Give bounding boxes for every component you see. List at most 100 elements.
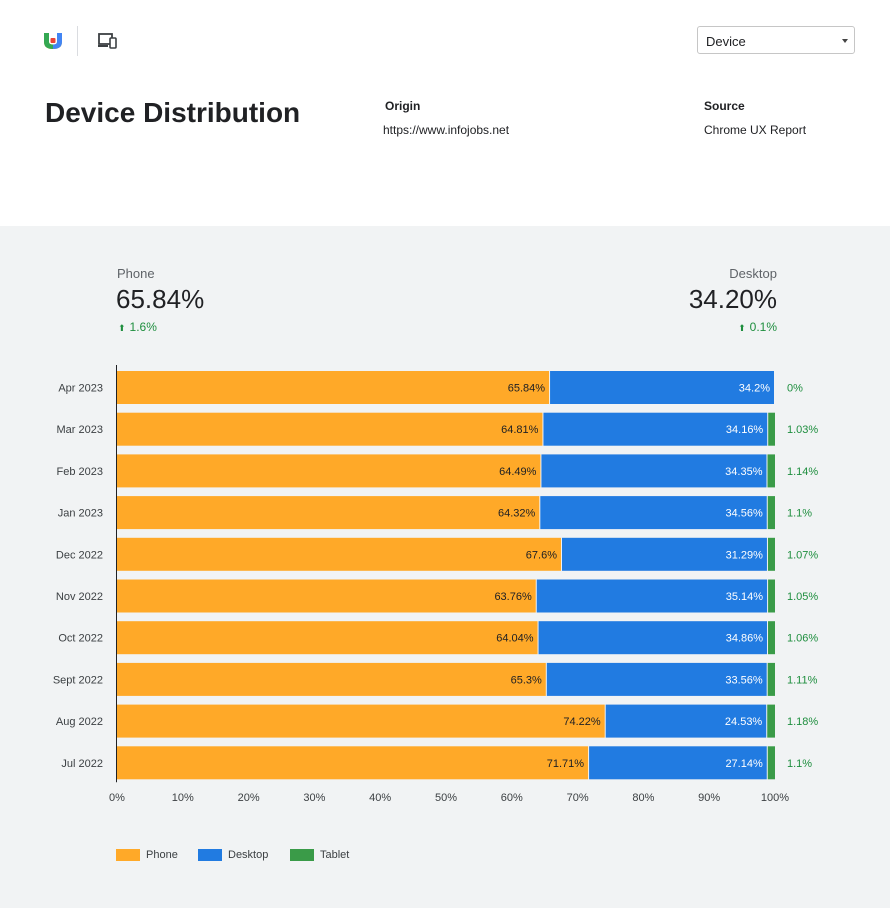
report-type-select-value: Device	[706, 34, 746, 49]
bar-segment-phone	[117, 704, 605, 738]
data-label-desktop: 24.53%	[725, 716, 763, 728]
x-tick-label: 90%	[698, 792, 720, 804]
data-label-tablet: 1.1%	[787, 508, 812, 520]
y-tick-label: Jul 2022	[61, 758, 103, 770]
legend-swatch-desktop	[198, 849, 222, 861]
bar-segment-desktop	[605, 704, 767, 738]
data-label-phone: 65.84%	[508, 383, 546, 395]
y-tick-label: Sept 2022	[53, 674, 103, 686]
bar-segment-desktop	[538, 621, 768, 655]
bar-segment-desktop	[540, 496, 767, 530]
y-tick-label: Oct 2022	[58, 633, 103, 645]
data-label-phone: 65.3%	[511, 674, 542, 686]
origin-value: https://www.infojobs.net	[383, 123, 510, 137]
y-tick-label: Feb 2023	[57, 466, 103, 478]
data-label-tablet: 1.1%	[787, 758, 812, 770]
bar-segment-desktop	[561, 537, 767, 571]
arrow-up-icon: ⬆	[738, 323, 746, 333]
data-label-desktop: 34.35%	[725, 466, 763, 478]
data-label-phone: 63.76%	[494, 591, 532, 603]
bar-segment-desktop	[546, 662, 767, 696]
data-label-desktop: 31.29%	[726, 549, 764, 561]
phone-stat-value: 65.84%	[116, 284, 205, 314]
legend-swatch-tablet	[290, 849, 314, 861]
data-label-tablet: 1.14%	[787, 466, 818, 478]
data-label-desktop: 34.86%	[726, 633, 764, 645]
phone-stat-change-value: 1.6%	[129, 320, 157, 334]
bar-segment-tablet	[767, 704, 775, 738]
app-logo-icon	[44, 33, 62, 49]
legend-item-phone[interactable]: Phone	[116, 847, 178, 863]
legend-label-tablet: Tablet	[320, 849, 350, 861]
bar-segment-tablet	[767, 662, 775, 696]
y-tick-label: Aug 2022	[56, 716, 103, 728]
x-tick-label: 30%	[303, 792, 325, 804]
chevron-down-icon	[842, 39, 848, 43]
bar-segment-desktop	[536, 579, 768, 613]
source-value: Chrome UX Report	[704, 123, 807, 137]
origin-label: Origin	[385, 99, 421, 113]
bar-segment-phone	[117, 621, 538, 655]
bar-segment-tablet	[768, 412, 775, 446]
bar-segment-desktop	[543, 412, 768, 446]
page-title: Device Distribution	[45, 97, 301, 128]
bar-segment-phone	[117, 662, 546, 696]
bar-segment-tablet	[767, 496, 775, 530]
x-tick-label: 0%	[109, 792, 125, 804]
devices-icon[interactable]	[97, 32, 117, 50]
source-label: Source	[704, 99, 745, 113]
arrow-up-icon: ⬆	[118, 323, 126, 333]
data-label-phone: 64.32%	[498, 508, 536, 520]
legend-swatch-phone	[116, 849, 140, 861]
data-label-tablet: 1.18%	[787, 716, 818, 728]
data-label-desktop: 33.56%	[725, 674, 763, 686]
desktop-stat-change: ⬆ 0.1%	[738, 320, 777, 334]
y-tick-label: Dec 2022	[56, 549, 103, 561]
data-label-tablet: 1.03%	[787, 424, 818, 436]
data-label-tablet: 1.06%	[787, 633, 818, 645]
phone-stat-label: Phone	[117, 266, 155, 281]
report-type-select[interactable]: Device	[697, 26, 855, 54]
desktop-stat-value: 34.20%	[688, 284, 777, 314]
bar-segment-phone	[117, 537, 561, 571]
data-label-tablet: 0%	[787, 383, 803, 395]
data-label-tablet: 1.07%	[787, 549, 818, 561]
y-tick-label: Mar 2023	[57, 424, 103, 436]
legend-item-tablet[interactable]: Tablet	[290, 847, 349, 863]
x-tick-label: 70%	[567, 792, 589, 804]
x-tick-label: 20%	[238, 792, 260, 804]
bar-segment-tablet	[768, 621, 775, 655]
data-label-phone: 67.6%	[526, 549, 557, 561]
data-label-phone: 64.81%	[501, 424, 539, 436]
legend-label-phone: Phone	[146, 849, 178, 861]
bar-segment-desktop	[541, 454, 767, 488]
header: Device Device Distribution Origin https:…	[0, 0, 890, 226]
bar-segment-tablet	[768, 579, 775, 613]
legend-label-desktop: Desktop	[228, 849, 269, 861]
x-tick-label: 50%	[435, 792, 457, 804]
x-tick-label: 100%	[761, 792, 789, 804]
data-label-desktop: 34.56%	[725, 508, 763, 520]
desktop-stat-label: Desktop	[729, 266, 777, 281]
desktop-stat-change-value: 0.1%	[749, 320, 777, 334]
data-label-desktop: 34.16%	[726, 424, 764, 436]
data-label-desktop: 35.14%	[726, 591, 764, 603]
data-label-phone: 64.04%	[496, 633, 534, 645]
y-tick-label: Jan 2023	[58, 508, 103, 520]
header-divider	[77, 26, 78, 56]
data-label-desktop: 34.2%	[739, 383, 770, 395]
bar-segment-desktop	[550, 371, 774, 404]
x-tick-label: 10%	[172, 792, 194, 804]
bar-segment-phone	[117, 579, 536, 613]
bar-segment-phone	[117, 746, 589, 780]
bar-segment-phone	[117, 496, 540, 530]
bar-segment-tablet	[767, 746, 775, 780]
bar-segment-desktop	[589, 746, 767, 780]
x-tick-label: 40%	[369, 792, 391, 804]
data-label-phone: 71.71%	[547, 758, 585, 770]
data-label-phone: 64.49%	[499, 466, 537, 478]
data-label-tablet: 1.11%	[787, 674, 818, 686]
legend-item-desktop[interactable]: Desktop	[198, 847, 268, 863]
bar-segment-tablet	[767, 454, 775, 488]
data-label-tablet: 1.05%	[787, 591, 818, 603]
